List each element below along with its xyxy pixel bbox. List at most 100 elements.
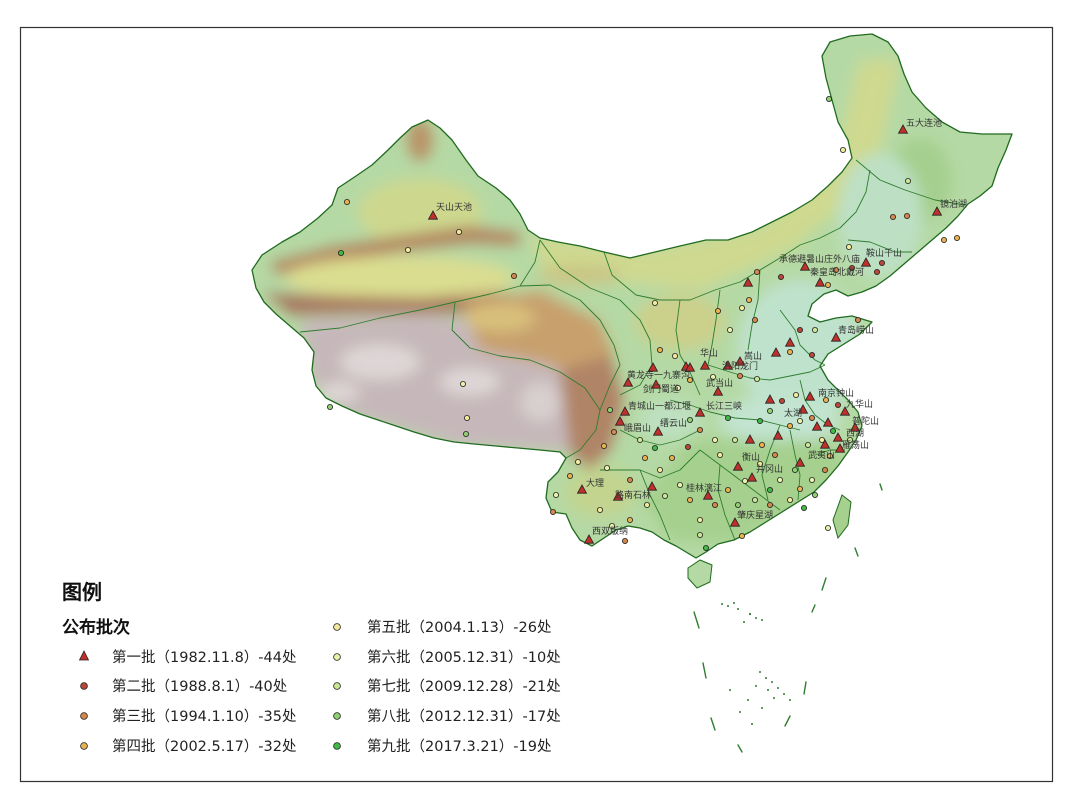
scenic-marker-batch-9 (757, 417, 764, 424)
scenic-marker-batch-6 (727, 326, 734, 333)
legend-label-batch-4: 第四批（2002.5.17）-32处 (112, 737, 296, 755)
scenic-marker-batch-1 (732, 461, 744, 471)
scenic-marker-batch-9 (652, 444, 659, 451)
scenic-marker-batch-3 (752, 316, 759, 323)
scenic-marker-batch-7 (732, 436, 739, 443)
scenic-marker-batch-4 (759, 441, 766, 448)
place-label: 桂林漓江 (686, 482, 722, 494)
scenic-marker-batch-5 (652, 299, 659, 306)
scenic-marker-batch-6 (553, 491, 560, 498)
scenic-marker-batch-6 (712, 436, 719, 443)
place-label: 青城山一都江堰 (628, 400, 691, 412)
scenic-marker-batch-4 (787, 422, 794, 429)
place-label: 黄龙寺一九寨沟 (627, 369, 690, 381)
scenic-marker-batch-3 (550, 508, 557, 515)
place-label: 南京钟山 (818, 387, 854, 399)
scenic-marker-batch-1 (722, 360, 734, 370)
place-label: 嵩山 (744, 351, 762, 362)
scenic-marker-batch-3 (697, 426, 704, 433)
scenic-marker-batch-8 (462, 430, 469, 437)
scenic-marker-batch-9 (801, 504, 808, 511)
place-label: 天山天池 (436, 201, 472, 213)
scenic-marker-batch-1 (619, 406, 631, 416)
scenic-marker-batch-4 (823, 396, 830, 403)
scenic-marker-batch-5 (463, 414, 470, 421)
place-label: 青岛崂山 (838, 324, 874, 336)
islands (687, 494, 852, 589)
legend-marker-batch-5 (333, 623, 341, 631)
place-label: 大理 (586, 477, 604, 489)
scenic-marker-batch-3 (510, 272, 517, 279)
scenic-marker-batch-4 (343, 198, 350, 205)
scenic-marker-batch-1 (622, 377, 634, 387)
place-label: 五大连池 (906, 117, 942, 129)
scenic-marker-batch-3 (737, 372, 744, 379)
scenic-marker-batch-5 (757, 460, 764, 467)
place-labels: 五大连池 镜泊湖 天山天池 承德避暑山庄外八庙 鞍山千山 秦皇岛北戴河 青岛崂山… (436, 117, 967, 537)
scenic-marker-batch-2 (685, 443, 692, 450)
scenic-marker-batch-5 (575, 458, 582, 465)
scenic-marker-batch-1 (804, 391, 816, 401)
place-label: 武当山 (706, 377, 733, 389)
scenic-marker-batch-9 (337, 249, 344, 256)
scenic-marker-batch-5 (793, 391, 800, 398)
legend-marker-batch-3 (80, 712, 88, 720)
legend-marker-batch-4 (80, 742, 88, 750)
scenic-marker-batch-5 (846, 243, 853, 250)
taiwan-island (832, 494, 852, 540)
place-label: 华山 (700, 347, 718, 359)
scenic-marker-batch-4 (725, 486, 732, 493)
scenic-marker-batch-2 (849, 264, 856, 271)
legend-label-batch-1: 第一批（1982.11.8）-44处 (112, 648, 296, 666)
scenic-marker-batch-5 (644, 501, 651, 508)
scenic-marker-batch-2 (874, 268, 881, 275)
scenic-marker-batch-1 (652, 426, 664, 436)
scenic-marker-batch-1 (811, 421, 823, 431)
scenic-marker-batch-3 (767, 501, 774, 508)
scenic-marker-batch-6 (604, 464, 611, 471)
place-label: 井冈山 (756, 463, 783, 475)
scenic-marker-batch-3 (833, 266, 840, 273)
legend-label-batch-3: 第三批（1994.1.10）-35处 (112, 707, 296, 725)
scenic-marker-batch-4 (746, 296, 753, 303)
scenic-marker-batch-6 (809, 476, 816, 483)
legend-marker-batch-9 (333, 742, 341, 750)
scenic-marker-batch-1 (427, 210, 439, 220)
legend-marker-batch-6 (333, 653, 341, 661)
scenic-marker-batch-3 (904, 212, 911, 219)
scenic-marker-batch-4 (715, 307, 722, 314)
scenic-marker-batch-4 (687, 376, 694, 383)
scenic-marker-batch-6 (675, 384, 682, 391)
scenic-marker-batch-1 (744, 434, 756, 444)
scenic-marker-batch-8 (792, 466, 799, 473)
south-china-sea-inset (693, 483, 883, 753)
place-label: 普陀山 (852, 415, 879, 427)
scenic-marker-batch-4 (739, 533, 746, 540)
scenic-marker-batch-1 (931, 206, 943, 216)
scenic-marker-batch-8 (812, 491, 819, 498)
scenic-marker-batch-1 (799, 261, 811, 271)
scenic-marker-batch-3 (712, 501, 719, 508)
scenic-marker-batch-4 (827, 452, 834, 459)
place-label: 路南石林 (615, 489, 651, 501)
scenic-marker-batch-1 (832, 432, 844, 442)
scenic-marker-batch-4 (825, 281, 832, 288)
place-label: 肇庆星湖 (737, 509, 773, 521)
place-label: 峨眉山 (624, 422, 651, 434)
scenic-marker-batch-7 (752, 496, 759, 503)
scenic-marker-batch-3 (622, 538, 629, 545)
scenic-marker-batch-4 (797, 485, 804, 492)
scenic-marker-batch-8 (826, 96, 833, 103)
scenic-marker-batch-1 (612, 491, 624, 501)
scenic-marker-batch-6 (777, 476, 784, 483)
scenic-marker-batch-7 (662, 492, 669, 499)
hainan-island (687, 559, 713, 589)
scenic-marker-batch-1 (830, 332, 842, 342)
scenic-marker-batch-1 (746, 472, 758, 482)
scenic-marker-batch-9 (725, 414, 732, 421)
legend-marker-batch-1 (78, 650, 90, 661)
scenic-marker-batch-3 (772, 451, 779, 458)
scenic-marker-batch-1 (860, 257, 872, 267)
place-label: 太湖 (784, 407, 802, 419)
scenic-marker-batch-6 (797, 417, 804, 424)
